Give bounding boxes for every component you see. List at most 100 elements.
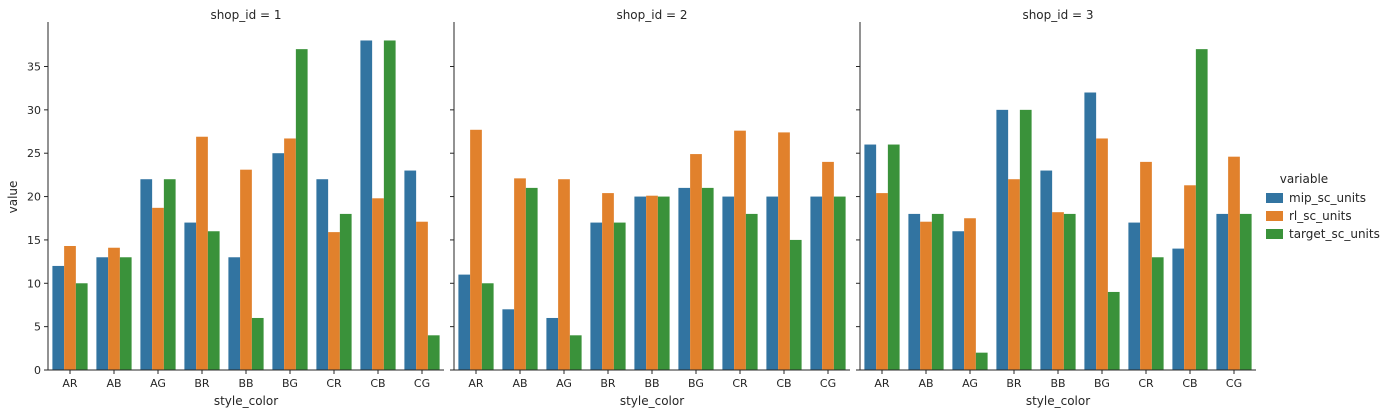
bar-rl_sc_units-AG bbox=[964, 218, 976, 370]
x-tick-label: CG bbox=[414, 377, 430, 390]
bar-mip_sc_units-AG bbox=[546, 317, 559, 370]
bar-target_sc_units-CB bbox=[789, 239, 802, 370]
bar-rl_sc_units-CR bbox=[734, 130, 746, 370]
bar-mip_sc_units-AR bbox=[458, 274, 471, 370]
bar-rl_sc_units-CB bbox=[778, 132, 790, 370]
bar-target_sc_units-AG bbox=[975, 352, 988, 370]
x-tick-label: BB bbox=[1050, 377, 1065, 390]
bar-rl_sc_units-BB bbox=[240, 169, 252, 370]
bar-mip_sc_units-BG bbox=[678, 187, 691, 370]
bar-rl_sc_units-AR bbox=[64, 245, 76, 370]
x-tick-label: CB bbox=[776, 377, 791, 390]
bar-rl_sc_units-AB bbox=[514, 178, 526, 370]
bar-rl_sc_units-AR bbox=[470, 129, 482, 370]
y-tick-label: 25 bbox=[27, 147, 41, 160]
bar-mip_sc_units-AB bbox=[96, 257, 109, 370]
bar-target_sc_units-AR bbox=[887, 144, 900, 370]
bar-mip_sc_units-AG bbox=[140, 179, 153, 370]
bar-rl_sc_units-BR bbox=[196, 136, 208, 370]
bar-rl_sc_units-CG bbox=[822, 161, 834, 370]
x-tick-label: AB bbox=[512, 377, 527, 390]
bar-target_sc_units-AB bbox=[119, 257, 132, 370]
legend-swatch-rl_sc_units bbox=[1266, 211, 1283, 221]
x-tick-label: BR bbox=[1006, 377, 1022, 390]
bar-rl_sc_units-BR bbox=[1008, 179, 1020, 370]
bar-rl_sc_units-CR bbox=[328, 232, 340, 370]
bar-mip_sc_units-AR bbox=[864, 144, 877, 370]
y-tick-label: 5 bbox=[34, 321, 41, 334]
bar-mip_sc_units-BR bbox=[590, 222, 603, 370]
bar-mip_sc_units-BG bbox=[1084, 92, 1097, 370]
x-tick-label: AR bbox=[468, 377, 484, 390]
bar-rl_sc_units-CG bbox=[416, 221, 428, 370]
y-axis-label: value bbox=[6, 181, 20, 214]
x-tick-label: CB bbox=[1182, 377, 1197, 390]
x-axis-label: style_color bbox=[620, 394, 684, 408]
bar-target_sc_units-BR bbox=[207, 231, 220, 370]
bar-mip_sc_units-BB bbox=[1040, 170, 1053, 370]
bar-target_sc_units-CR bbox=[339, 213, 352, 370]
bar-target_sc_units-BB bbox=[251, 317, 264, 370]
bar-mip_sc_units-BB bbox=[228, 257, 241, 370]
bar-mip_sc_units-CG bbox=[404, 170, 417, 370]
bar-target_sc_units-CR bbox=[745, 213, 758, 370]
bar-rl_sc_units-AR bbox=[876, 193, 888, 370]
bar-target_sc_units-CR bbox=[1151, 257, 1164, 370]
bar-rl_sc_units-BB bbox=[646, 195, 658, 370]
bar-mip_sc_units-BR bbox=[184, 222, 197, 370]
x-axis-label: style_color bbox=[1026, 394, 1090, 408]
bar-rl_sc_units-BG bbox=[284, 138, 296, 370]
bar-target_sc_units-BR bbox=[613, 222, 626, 370]
bar-mip_sc_units-CG bbox=[810, 196, 823, 370]
bar-target_sc_units-AR bbox=[75, 283, 88, 370]
x-tick-label: BG bbox=[688, 377, 704, 390]
bar-mip_sc_units-CR bbox=[1128, 222, 1141, 370]
bar-rl_sc_units-BG bbox=[1096, 138, 1108, 370]
x-tick-label: AG bbox=[962, 377, 978, 390]
bar-target_sc_units-AB bbox=[525, 187, 538, 370]
bar-target_sc_units-BB bbox=[1063, 213, 1076, 370]
bar-mip_sc_units-CB bbox=[1172, 248, 1185, 370]
legend-swatch-mip_sc_units bbox=[1266, 193, 1283, 203]
bar-target_sc_units-CG bbox=[833, 196, 846, 370]
bar-target_sc_units-CG bbox=[427, 335, 440, 370]
x-tick-label: AR bbox=[62, 377, 78, 390]
bar-mip_sc_units-BB bbox=[634, 196, 647, 370]
legend-label-rl_sc_units: rl_sc_units bbox=[1289, 209, 1352, 223]
x-tick-label: CR bbox=[732, 377, 748, 390]
bar-rl_sc_units-CG bbox=[1228, 156, 1240, 370]
y-tick-label: 0 bbox=[34, 364, 41, 377]
x-tick-label: AB bbox=[918, 377, 933, 390]
x-tick-label: BR bbox=[194, 377, 210, 390]
y-tick-label: 10 bbox=[27, 277, 41, 290]
x-tick-label: CG bbox=[820, 377, 836, 390]
x-tick-label: BG bbox=[282, 377, 298, 390]
bar-rl_sc_units-BG bbox=[690, 154, 702, 370]
bar-rl_sc_units-BR bbox=[602, 193, 614, 370]
bar-mip_sc_units-CB bbox=[766, 196, 779, 370]
x-tick-label: CB bbox=[370, 377, 385, 390]
bar-mip_sc_units-AG bbox=[952, 231, 965, 370]
y-tick-label: 15 bbox=[27, 234, 41, 247]
y-tick-label: 20 bbox=[27, 191, 41, 204]
legend-title: variable bbox=[1280, 172, 1328, 186]
bar-mip_sc_units-CB bbox=[360, 40, 373, 370]
bar-target_sc_units-CG bbox=[1239, 213, 1252, 370]
bar-mip_sc_units-BG bbox=[272, 153, 285, 370]
panel-title: shop_id = 1 bbox=[210, 8, 281, 22]
panel-title: shop_id = 3 bbox=[1022, 8, 1093, 22]
bar-target_sc_units-BG bbox=[701, 187, 714, 370]
x-tick-label: AG bbox=[556, 377, 572, 390]
x-tick-label: BG bbox=[1094, 377, 1110, 390]
bar-rl_sc_units-AG bbox=[152, 207, 164, 370]
bar-target_sc_units-BB bbox=[657, 196, 670, 370]
bar-target_sc_units-BG bbox=[295, 49, 308, 371]
bar-target_sc_units-BR bbox=[1019, 109, 1032, 370]
x-tick-label: AG bbox=[150, 377, 166, 390]
x-axis-label: style_color bbox=[214, 394, 278, 408]
bar-rl_sc_units-AB bbox=[108, 247, 120, 370]
x-tick-label: BB bbox=[238, 377, 253, 390]
bar-rl_sc_units-CR bbox=[1140, 161, 1152, 370]
